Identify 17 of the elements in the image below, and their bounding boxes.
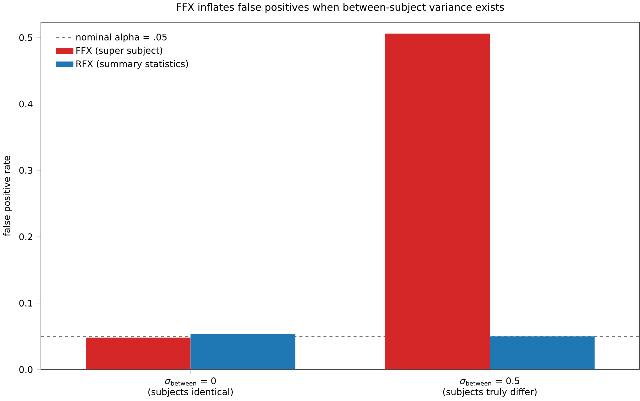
bar bbox=[490, 336, 595, 370]
legend-label: nominal alpha = .05 bbox=[76, 34, 167, 43]
y-tick-label: 0.3 bbox=[20, 167, 33, 174]
x-tick-label: σ$_{between}$ = 0.5 (subjects truly differ) bbox=[443, 378, 537, 398]
bar bbox=[86, 338, 191, 370]
y-tick-label: 0.5 bbox=[20, 34, 33, 42]
bar bbox=[190, 334, 296, 370]
legend-label: FFX (super subject) bbox=[76, 47, 162, 56]
x-tick-label: σ$_{between}$ = 0 (subjects identical) bbox=[148, 378, 234, 398]
y-tick-label: 0.2 bbox=[20, 234, 32, 241]
chart-title: FFX inflates false positives when between-subject variance exists bbox=[177, 4, 504, 14]
y-tick-label: 0.0 bbox=[20, 366, 33, 374]
y-axis-title: false positive rate bbox=[3, 156, 12, 237]
y-tick-label: 0.1 bbox=[20, 300, 32, 308]
legend-label: RFX (summary statistics) bbox=[76, 60, 188, 70]
y-tick-label: 0.4 bbox=[20, 101, 33, 108]
bar bbox=[385, 34, 490, 370]
